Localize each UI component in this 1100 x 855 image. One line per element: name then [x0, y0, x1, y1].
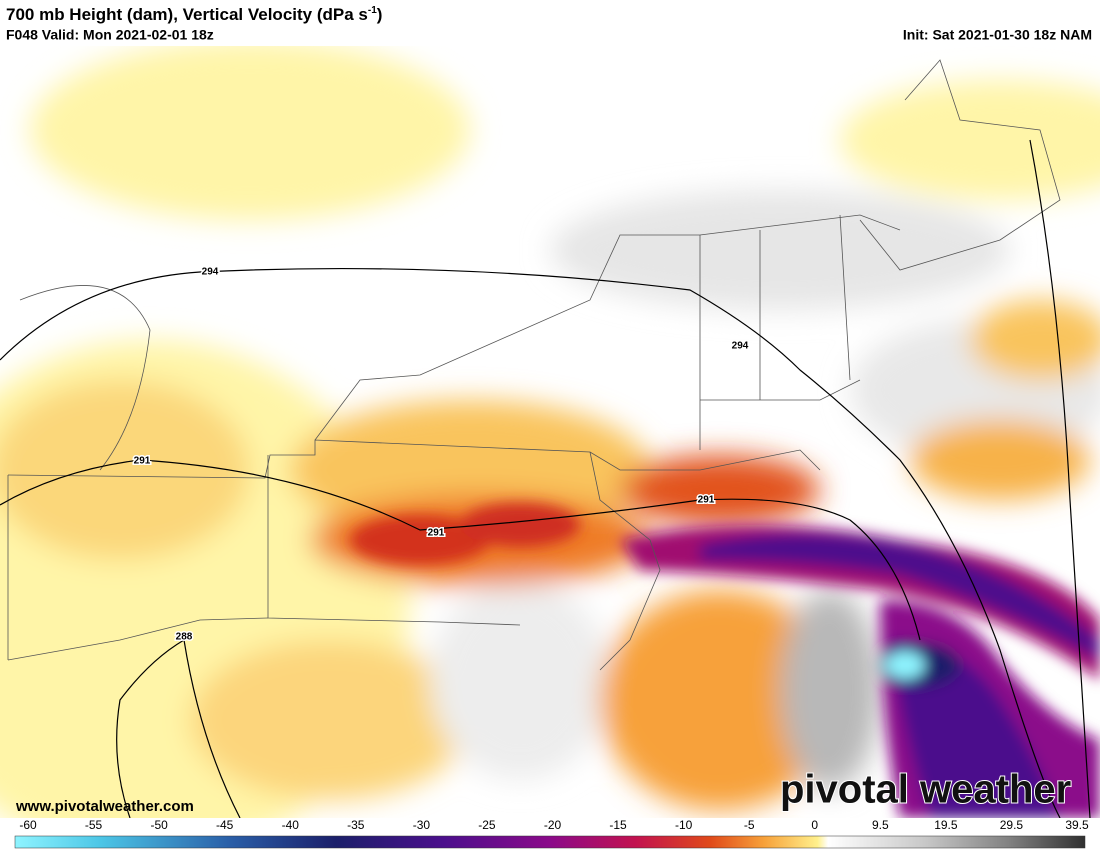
website: www.pivotalweather.com [15, 798, 194, 815]
contour-label: 294 [732, 341, 749, 352]
colorbar-label: -20 [544, 818, 562, 832]
colorbar-label: 39.5 [1065, 818, 1089, 832]
colorbar-label: -10 [675, 818, 693, 832]
colorbar-label: -35 [347, 818, 365, 832]
contour-label: 294 [202, 267, 219, 278]
colorbar-label: -45 [216, 818, 234, 832]
colorbar-label: -40 [282, 818, 300, 832]
title-text: 700 mb Height (dam), Vertical Velocity (… [6, 5, 368, 24]
colorbar [14, 835, 1086, 849]
contour-label: 291 [428, 528, 445, 539]
colorbar-label: 0 [811, 818, 818, 832]
colorbar-label: 29.5 [1000, 818, 1024, 832]
borders [7, 59, 1061, 671]
init-time: Init: Sat 2021-01-30 18z NAM [903, 27, 1092, 43]
title-superscript: -1 [368, 5, 377, 16]
contour-label: 291 [698, 495, 715, 506]
valid-time: F048 Valid: Mon 2021-02-01 18z [6, 27, 214, 43]
colorbar-label: -55 [85, 818, 103, 832]
contour-label: 291 [134, 456, 151, 467]
colorbar-label: -15 [609, 818, 627, 832]
title: 700 mb Height (dam), Vertical Velocity (… [6, 5, 382, 25]
velocity-field [0, 46, 1100, 818]
map: 294 294 291 291 291 288 www.pivotalweath… [0, 46, 1100, 818]
colorbar-label: 19.5 [934, 818, 958, 832]
logo: pivotal weather [780, 768, 1071, 812]
colorbar-label: -5 [744, 818, 755, 832]
colorbar-label: 9.5 [872, 818, 889, 832]
title-end: ) [377, 5, 383, 24]
colorbar-labels: -60 -55 -50 -45 -40 -35 -30 -25 -20 -15 -10 -5 0 9.5 1… [19, 818, 1089, 832]
colorbar-label: -60 [19, 818, 37, 832]
colorbar-label: -25 [478, 818, 496, 832]
height-contours [0, 139, 1091, 818]
contour-label: 288 [176, 632, 193, 643]
colorbar-label: -30 [413, 818, 431, 832]
colorbar-label: -50 [150, 818, 168, 832]
